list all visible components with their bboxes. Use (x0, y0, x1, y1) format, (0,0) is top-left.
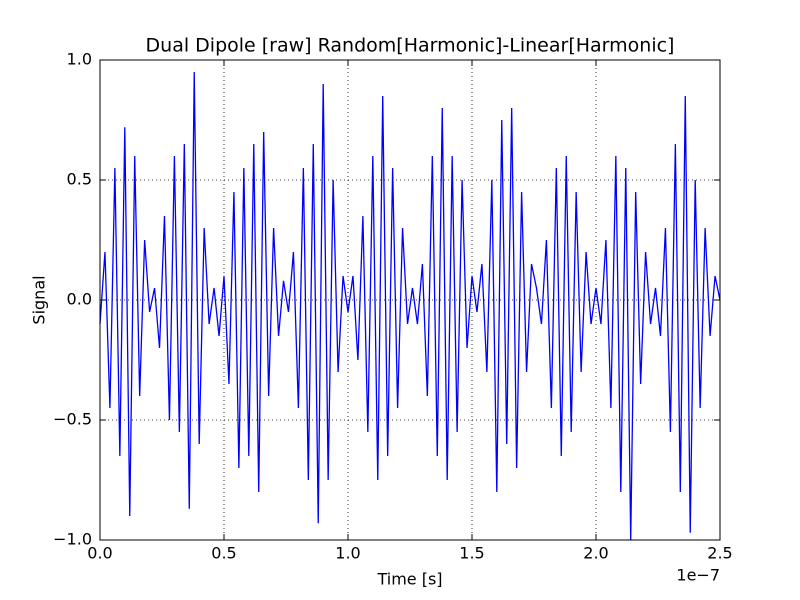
y-tick-label: 1.0 (67, 50, 92, 69)
x-tick-label: 0.0 (87, 544, 112, 563)
x-offset-label: 1e−7 (676, 566, 720, 585)
x-tick-label: 2.0 (583, 544, 608, 563)
y-tick-label: 0.5 (67, 170, 92, 189)
x-tick-label: 1.0 (335, 544, 360, 563)
y-tick-label: 0.0 (67, 290, 92, 309)
y-tick-label: −0.5 (53, 410, 92, 429)
line (99, 71, 721, 541)
plot-frame (99, 59, 721, 541)
y-tick-label: −1.0 (53, 530, 92, 549)
y-axis-label: Signal (30, 275, 49, 324)
x-tick-label: 2.5 (707, 544, 732, 563)
chart-title: Dual Dipole [raw] Random[Harmonic]-Linea… (146, 35, 675, 57)
x-tick-label: 0.5 (211, 544, 236, 563)
x-tick-label: 1.5 (459, 544, 484, 563)
x-axis-label: Time [s] (376, 570, 442, 589)
